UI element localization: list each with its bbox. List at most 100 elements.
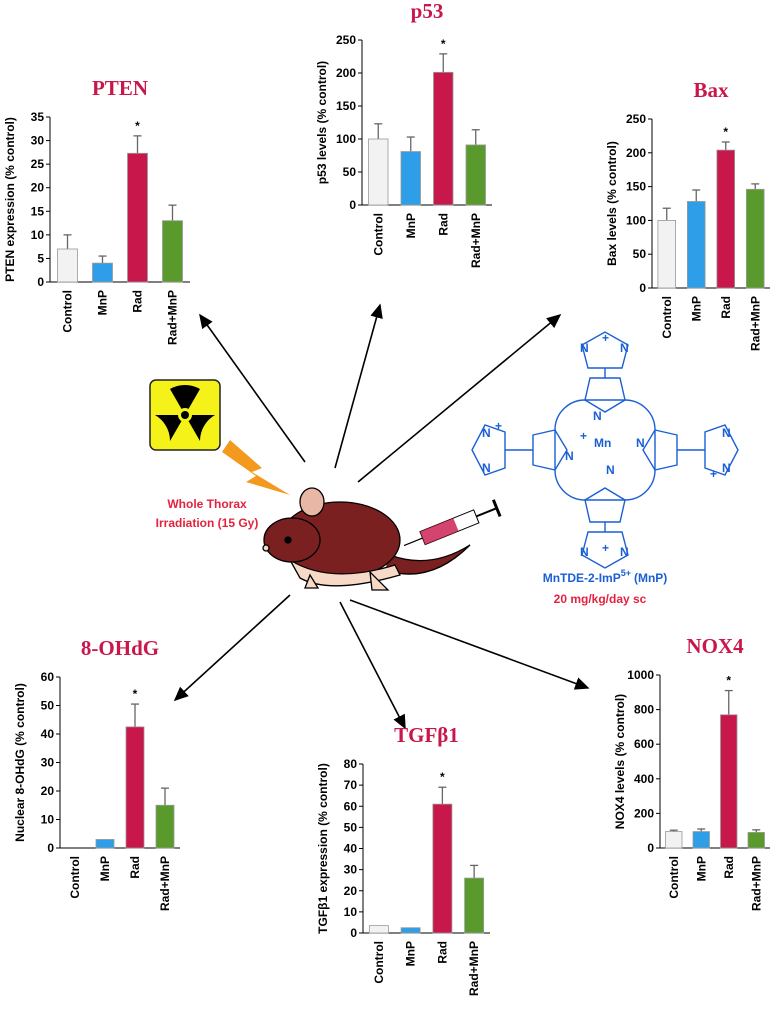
bar [657, 219, 677, 289]
lightning [222, 440, 290, 495]
y-axis-label: NOX4 levels (% control) [613, 694, 627, 829]
x-tick-label: Rad+MnP [166, 290, 180, 345]
y-axis-label: Nuclear 8-OHdG (% control) [13, 683, 27, 842]
y-axis-label: p53 levels (% control) [315, 61, 329, 184]
bar [465, 144, 486, 206]
chart-title: TGFβ1 [394, 723, 459, 747]
y-tick-label: 20 [344, 884, 358, 898]
atom: N [580, 341, 589, 355]
significance: * [723, 125, 728, 139]
atom: N [580, 545, 589, 559]
atom: N [636, 436, 645, 450]
x-tick-label: MnP [404, 213, 418, 238]
bar [162, 220, 183, 283]
atom: Mn [594, 436, 611, 450]
bar [720, 714, 738, 849]
atom: N [482, 461, 491, 475]
x-tick-label: Rad [131, 290, 145, 313]
bar [716, 149, 736, 289]
irradiation-label: Irradiation (15 Gy) [156, 516, 259, 530]
arrows [173, 303, 590, 730]
y-tick-label: 0 [47, 841, 54, 855]
y-tick-label: 200 [634, 806, 654, 820]
syringe [403, 499, 502, 547]
drug-abbrev: (MnP) [634, 571, 667, 585]
x-tick-label: Rad+MnP [749, 856, 763, 911]
bar [433, 71, 454, 206]
bar [368, 138, 389, 206]
y-tick-label: 60 [41, 670, 55, 684]
significance: * [133, 687, 138, 701]
arrow [199, 313, 306, 463]
x-tick-label: Rad+MnP [469, 213, 483, 268]
x-tick-label: Control [660, 296, 674, 339]
y-tick-label: 30 [41, 756, 55, 770]
y-tick-label: 100 [336, 132, 356, 146]
y-tick-label: 5 [37, 251, 44, 265]
y-tick-label: 35 [31, 110, 45, 124]
y-axis-label: TGFβ1 expression (% control) [316, 763, 330, 934]
significance: * [726, 674, 731, 688]
charge: + [495, 419, 502, 433]
y-tick-label: 150 [336, 99, 356, 113]
y-tick-label: 50 [343, 165, 357, 179]
bar [125, 726, 145, 849]
y-tick-label: 10 [31, 228, 45, 242]
y-tick-label: 0 [639, 281, 646, 295]
arrow [349, 599, 590, 690]
y-tick-label: 0 [647, 841, 654, 855]
y-tick-label: 100 [626, 213, 646, 227]
y-tick-label: 30 [344, 863, 358, 877]
y-tick-label: 200 [626, 146, 646, 160]
chart-title: Bax [693, 78, 729, 102]
y-tick-label: 0 [350, 926, 357, 940]
drug-charge: 5+ [621, 568, 631, 578]
atom: N [565, 449, 574, 463]
bar [127, 152, 148, 283]
y-tick-label: 1000 [627, 668, 654, 682]
atom: N [606, 463, 615, 477]
charge: + [580, 429, 587, 443]
y-axis-label: Bax levels (% control) [605, 141, 619, 266]
bar [746, 188, 765, 289]
chart-title: 8-OHdG [81, 636, 159, 660]
x-tick-label: MnP [96, 290, 110, 315]
significance: * [135, 119, 140, 133]
y-tick-label: 30 [31, 134, 45, 148]
x-tick-label: Rad [719, 296, 733, 319]
y-axis-label: PTEN expression (% control) [3, 117, 17, 282]
atom: N [620, 545, 629, 559]
x-tick-label: Rad [436, 213, 450, 236]
x-tick-label: MnP [98, 856, 112, 881]
bar [665, 831, 683, 849]
y-tick-label: 10 [344, 905, 358, 919]
y-tick-label: 0 [349, 198, 356, 212]
y-tick-label: 50 [41, 699, 55, 713]
arrow [173, 594, 291, 702]
y-tick-label: 40 [344, 842, 358, 856]
y-tick-label: 0 [37, 275, 44, 289]
bar [95, 839, 115, 849]
y-tick-label: 15 [31, 204, 45, 218]
arrow [339, 601, 406, 730]
chart-title: NOX4 [686, 634, 744, 658]
y-tick-label: 800 [634, 703, 654, 717]
atom: N [620, 341, 629, 355]
arrow [334, 303, 383, 469]
x-tick-label: Rad+MnP [467, 941, 481, 996]
drug-name: MnTDE-2-ImP [543, 571, 621, 585]
bar [400, 151, 421, 206]
atom: N [593, 409, 602, 423]
atom: N [482, 426, 491, 440]
bar [692, 831, 710, 849]
bar [747, 832, 765, 849]
charge: + [602, 541, 609, 555]
bar [155, 804, 175, 849]
x-tick-label: Rad [435, 941, 449, 964]
y-tick-label: 25 [31, 157, 45, 171]
drug-label: MnTDE-2-ImP5+ (MnP) [543, 568, 668, 585]
dose-label: 20 mg/kg/day sc [554, 592, 647, 606]
x-tick-label: Rad+MnP [158, 856, 172, 911]
bar [687, 201, 706, 289]
y-tick-label: 250 [626, 112, 646, 126]
